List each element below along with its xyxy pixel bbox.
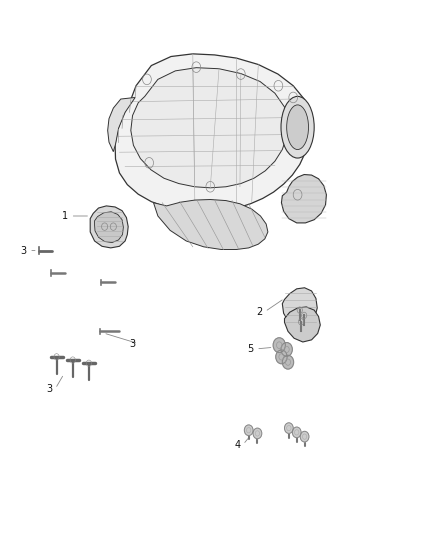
Text: 3: 3 — [20, 246, 26, 255]
PathPatch shape — [90, 206, 128, 248]
PathPatch shape — [283, 288, 317, 326]
Circle shape — [281, 343, 292, 357]
PathPatch shape — [108, 98, 135, 152]
PathPatch shape — [285, 307, 320, 342]
PathPatch shape — [153, 199, 268, 249]
Text: 3: 3 — [46, 384, 53, 394]
Circle shape — [283, 356, 293, 369]
Circle shape — [292, 427, 301, 438]
Circle shape — [300, 431, 309, 442]
Text: 2: 2 — [256, 306, 262, 317]
Circle shape — [276, 350, 287, 364]
Circle shape — [285, 423, 293, 433]
Ellipse shape — [281, 96, 314, 158]
Text: 4: 4 — [234, 440, 240, 450]
Circle shape — [253, 428, 262, 439]
Circle shape — [273, 338, 286, 353]
Text: 3: 3 — [130, 338, 136, 349]
PathPatch shape — [131, 68, 288, 188]
PathPatch shape — [282, 174, 326, 223]
PathPatch shape — [95, 212, 124, 243]
PathPatch shape — [115, 54, 310, 212]
Text: 1: 1 — [62, 211, 68, 221]
Ellipse shape — [287, 105, 308, 150]
Circle shape — [244, 425, 253, 435]
Text: 5: 5 — [247, 344, 254, 354]
